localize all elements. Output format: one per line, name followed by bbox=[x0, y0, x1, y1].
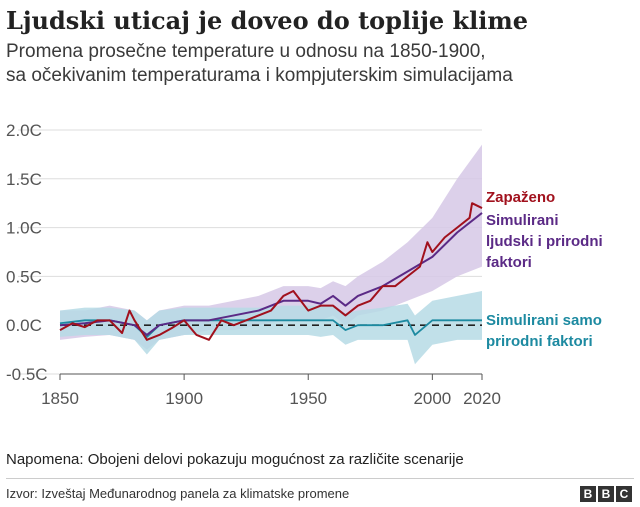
y-tick-label: 2.0C bbox=[6, 121, 42, 140]
y-tick-label: -0.5C bbox=[6, 365, 48, 384]
bbc-logo-letter-1: B bbox=[580, 486, 596, 502]
y-tick-label: 0.5C bbox=[6, 267, 42, 286]
observed-line bbox=[59, 202, 483, 341]
source-credit: Izvor: Izveštaj Međunarodnog panela za k… bbox=[6, 486, 350, 501]
footer-divider bbox=[6, 478, 634, 479]
human-natural-band bbox=[60, 144, 482, 350]
chart-title: Ljudski uticaj je doveo do toplije klime bbox=[6, 6, 529, 35]
subtitle-line-2: sa očekivanim temperaturama i kompjuters… bbox=[6, 65, 513, 86]
bbc-logo: B B C bbox=[580, 486, 632, 502]
human-natural-series-label: Simulirani bbox=[486, 212, 559, 229]
natural-only-band bbox=[60, 291, 482, 365]
y-tick-label: 1.0C bbox=[6, 219, 42, 238]
bbc-logo-letter-3: C bbox=[616, 486, 632, 502]
x-tick-label: 1950 bbox=[289, 389, 327, 408]
human-natural-series-label: ljudski i prirodni bbox=[486, 233, 603, 250]
natural-only-series-label: Simulirani samo bbox=[486, 312, 602, 329]
y-tick-label: 0.0C bbox=[6, 316, 42, 335]
human-natural-series-label: faktori bbox=[486, 254, 532, 271]
observed-series-label: Zapaženo bbox=[486, 189, 555, 206]
bbc-logo-letter-2: B bbox=[598, 486, 614, 502]
chart-note: Napomena: Obojeni delovi pokazuju mogućn… bbox=[6, 451, 464, 468]
temperature-chart: 2.0C 1.5C 1.0C 0.5C 0.0C -0.5C 1850 1900 1950 200… bbox=[6, 121, 603, 408]
subtitle-line-1: Promena prosečne temperature u odnosu na… bbox=[6, 41, 486, 62]
natural-only-series-label: prirodni faktori bbox=[486, 333, 593, 350]
y-tick-label: 1.5C bbox=[6, 170, 42, 189]
x-tick-label: 1850 bbox=[41, 389, 79, 408]
chart-subtitle: Promena prosečne temperature u odnosu na… bbox=[6, 40, 634, 88]
x-tick-label: 2020 bbox=[463, 389, 501, 408]
x-tick-label: 1900 bbox=[165, 389, 203, 408]
x-tick-label: 2000 bbox=[413, 389, 451, 408]
